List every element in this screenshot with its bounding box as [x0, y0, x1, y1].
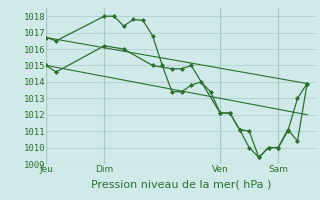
X-axis label: Pression niveau de la mer( hPa ): Pression niveau de la mer( hPa ) [92, 180, 272, 190]
